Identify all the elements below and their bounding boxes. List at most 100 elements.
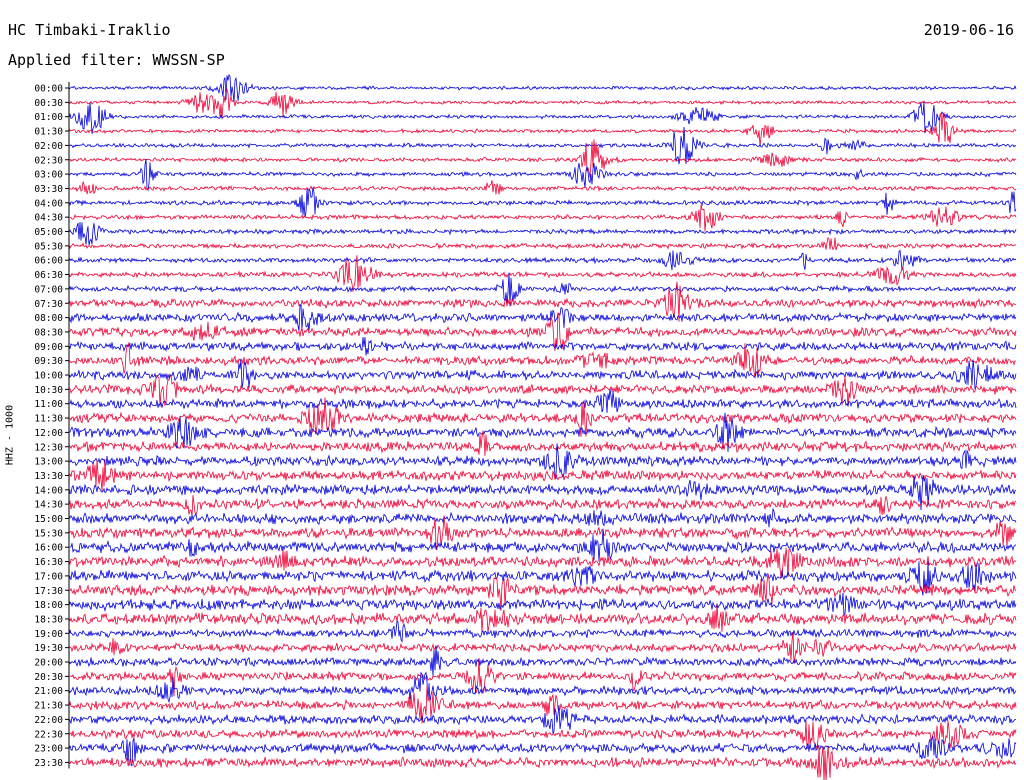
y-tick-label: 01:30 (34, 127, 63, 138)
y-tick-label: 16:00 (34, 543, 63, 554)
y-tick-label: 00:00 (34, 84, 63, 95)
y-tick-label: 09:30 (34, 356, 63, 367)
trace-1030 (69, 374, 1017, 407)
y-tick-label: 05:00 (34, 227, 63, 238)
trace-0000 (69, 73, 1017, 103)
y-tick-label: 02:30 (34, 155, 63, 166)
trace-0130 (69, 111, 1017, 147)
y-tick-label: 23:00 (34, 744, 63, 755)
trace-1730 (69, 573, 1017, 612)
trace-0200 (69, 126, 1017, 165)
y-tick-label: 09:00 (34, 342, 63, 353)
trace-2300 (69, 735, 1017, 767)
y-tick-label: 15:30 (34, 528, 63, 539)
y-tick-label: 14:00 (34, 485, 63, 496)
trace-2030 (69, 658, 1017, 697)
y-tick-label: 16:30 (34, 557, 63, 568)
trace-0300 (69, 158, 1017, 192)
date-label: 2019-06-16 (923, 21, 1014, 39)
trace-2330 (69, 745, 1017, 780)
y-tick-label: 07:30 (34, 299, 63, 310)
y-tick-label: 03:30 (34, 184, 63, 195)
trace-1930 (69, 632, 1017, 664)
y-tick-label: 04:00 (34, 198, 63, 209)
trace-1500 (69, 507, 1017, 528)
trace-1830 (69, 604, 1017, 633)
y-tick-label: 19:30 (34, 643, 63, 654)
trace-0730 (69, 281, 1016, 322)
trace-0800 (69, 304, 1017, 331)
trace-0700 (69, 272, 1017, 307)
y-tick-label: 10:00 (34, 371, 63, 382)
trace-1800 (69, 592, 1017, 618)
y-tick-label: 22:00 (34, 715, 63, 726)
y-tick-label: 13:30 (34, 471, 63, 482)
y-tick-label: 17:30 (34, 586, 63, 597)
trace-1330 (69, 459, 1017, 492)
y-tick-label: 12:30 (34, 442, 63, 453)
trace-0500 (69, 221, 1017, 246)
y-tick-label: 22:30 (34, 729, 63, 740)
trace-1000 (69, 358, 1017, 390)
trace-1430 (69, 495, 1017, 517)
y-tick-label: 03:00 (34, 170, 63, 181)
trace-0330 (69, 180, 1017, 195)
y-tick-label: 18:30 (34, 614, 63, 625)
trace-1230 (69, 430, 1017, 456)
station-title: HC Timbaki-Iraklio (8, 21, 171, 39)
trace-0530 (69, 237, 1017, 251)
trace-1130 (69, 397, 1017, 438)
trace-0230 (69, 139, 1017, 178)
y-tick-label: 08:00 (34, 313, 63, 324)
y-tick-label: 11:30 (34, 414, 63, 425)
y-tick-label: 02:00 (34, 141, 63, 152)
y-tick-label: 17:00 (34, 571, 63, 582)
y-tick-label: 06:00 (34, 256, 63, 267)
trace-1200 (69, 412, 1017, 453)
y-tick-label: 21:00 (34, 686, 63, 697)
trace-1530 (69, 515, 1017, 551)
y-tick-label: 19:00 (34, 629, 63, 640)
y-tick-label: 21:30 (34, 701, 63, 712)
trace-2100 (69, 671, 1017, 704)
y-tick-label: 08:30 (34, 327, 63, 338)
y-tick-label: 10:30 (34, 385, 63, 396)
trace-0900 (69, 337, 1017, 356)
y-tick-label: 20:30 (34, 672, 63, 683)
trace-2200 (69, 704, 1016, 734)
trace-1400 (69, 475, 1016, 511)
y-tick-label: 04:30 (34, 213, 63, 224)
y-tick-label: 05:30 (34, 241, 63, 252)
y-tick-label: 07:00 (34, 284, 63, 295)
trace-0430 (69, 204, 1017, 232)
y-tick-label: 01:00 (34, 112, 63, 123)
trace-2000 (69, 645, 1017, 676)
trace-0630 (69, 255, 1017, 292)
trace-2130 (69, 685, 1017, 724)
trace-1600 (69, 528, 1017, 562)
y-tick-label: 14:30 (34, 500, 63, 511)
y-tick-label: 18:00 (34, 600, 63, 611)
y-tick-label: 12:00 (34, 428, 63, 439)
trace-0030 (69, 88, 1017, 120)
y-tick-label: 00:30 (34, 98, 63, 109)
trace-1700 (69, 561, 1017, 596)
trace-0400 (69, 187, 1017, 217)
trace-0600 (69, 249, 1017, 271)
trace-1630 (69, 547, 1017, 580)
y-tick-label: 11:00 (34, 399, 63, 410)
trace-1300 (69, 443, 1017, 479)
y-tick-label: 13:00 (34, 457, 63, 468)
trace-0930 (69, 342, 1017, 379)
y-tick-label: 20:00 (34, 658, 63, 669)
trace-1100 (69, 388, 1017, 413)
y-tick-label: 23:30 (34, 758, 63, 769)
trace-0830 (69, 312, 1017, 352)
y-tick-label: 06:30 (34, 270, 63, 281)
trace-2230 (69, 720, 1017, 750)
trace-1900 (69, 619, 1017, 643)
y-tick-label: 15:00 (34, 514, 63, 525)
filter-label: Applied filter: WWSSN-SP (8, 51, 225, 69)
trace-0100 (69, 101, 1017, 134)
